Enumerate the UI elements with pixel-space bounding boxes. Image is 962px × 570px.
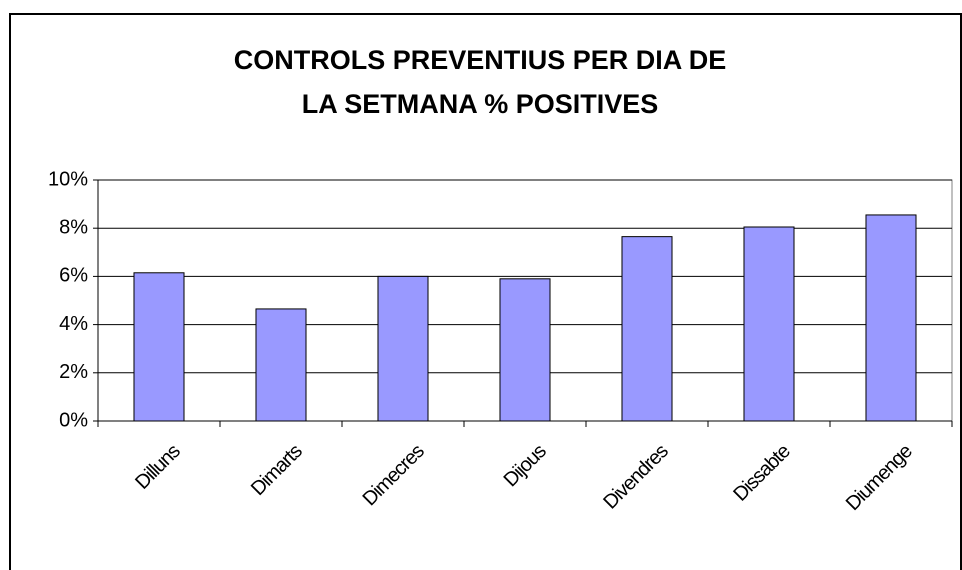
y-tick-label: 4%	[59, 313, 88, 335]
bar	[255, 308, 307, 422]
bar	[621, 236, 673, 422]
bar	[499, 278, 551, 422]
y-tick-label: 8%	[59, 216, 88, 238]
y-tick-label: 0%	[59, 409, 88, 431]
chart-title: CONTROLS PREVENTIUS PER DIA DE LA SETMAN…	[233, 45, 727, 119]
bar	[743, 226, 795, 422]
bar	[865, 214, 917, 422]
y-tick-label: 10%	[48, 168, 88, 190]
y-tick-label: 2%	[59, 361, 88, 383]
bar	[133, 272, 185, 422]
y-tick-label: 6%	[59, 265, 88, 287]
bar	[377, 275, 429, 422]
